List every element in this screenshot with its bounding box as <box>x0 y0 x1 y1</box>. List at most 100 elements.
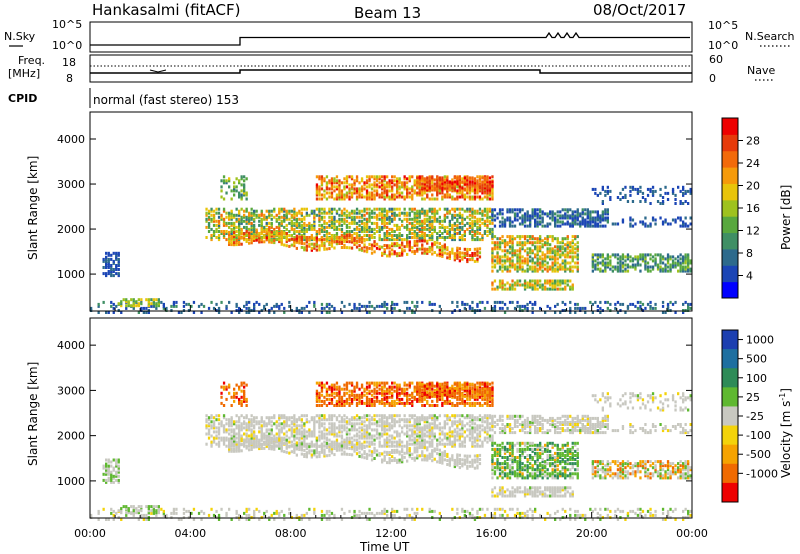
power-cell <box>478 186 482 190</box>
power-cell <box>478 219 482 223</box>
power-cell <box>614 265 617 269</box>
power-cell <box>378 185 381 189</box>
power-cell <box>601 255 604 259</box>
power-cell <box>529 237 532 241</box>
power-cell <box>666 302 670 306</box>
power-cell <box>687 261 690 265</box>
power-cell <box>478 197 482 201</box>
power-cell <box>458 178 461 182</box>
power-cell <box>107 264 110 267</box>
power-cell <box>549 281 552 285</box>
power-cell <box>375 189 379 193</box>
power-cell <box>426 209 429 213</box>
power-cell <box>295 240 298 244</box>
power-cell <box>508 269 512 273</box>
velocity-cell <box>115 462 118 466</box>
power-cell <box>606 255 609 259</box>
velocity-cell <box>303 430 306 434</box>
velocity-cell <box>210 420 213 424</box>
power-cell <box>273 311 276 314</box>
velocity-cell <box>368 426 371 430</box>
power-cell <box>235 302 238 306</box>
velocity-cell <box>491 513 494 517</box>
velocity-cell <box>102 478 105 482</box>
power-cell <box>243 219 246 223</box>
power-cell <box>418 247 421 251</box>
power-cell <box>373 189 376 193</box>
power-cell <box>426 251 429 255</box>
velocity-cell <box>245 428 248 432</box>
power-cell <box>556 237 559 241</box>
power-cell <box>599 311 602 314</box>
velocity-cell <box>228 420 231 424</box>
power-cell <box>574 302 577 306</box>
power-cell <box>383 302 386 306</box>
power-cell <box>423 213 426 217</box>
power-cell <box>340 223 344 227</box>
power-cell <box>300 311 303 314</box>
power-cell <box>476 209 479 213</box>
power-cell <box>258 234 261 238</box>
velocity-cell <box>117 478 120 482</box>
velocity-cell <box>305 511 308 515</box>
velocity-cell <box>230 518 233 521</box>
power-cell <box>682 261 685 265</box>
power-cell <box>365 246 369 250</box>
power-cell <box>350 240 354 244</box>
power-cell <box>386 254 389 258</box>
power-cell <box>383 221 386 225</box>
power-cell <box>616 300 620 304</box>
power-cell <box>348 302 351 306</box>
power-cell <box>423 178 426 182</box>
power-cell <box>426 234 429 237</box>
power-cell <box>491 235 494 239</box>
velocity-cell <box>523 511 527 515</box>
velocity-cell <box>318 436 321 440</box>
power-cell <box>599 214 602 218</box>
power-cell <box>295 219 298 223</box>
power-cell <box>516 235 519 239</box>
power-cell <box>539 239 542 243</box>
power-cell <box>325 247 329 251</box>
power-cell <box>300 227 303 231</box>
power-cell <box>235 217 238 221</box>
power-cell <box>421 186 424 190</box>
power-cell <box>546 224 549 228</box>
power-cell <box>436 178 439 182</box>
power-cell <box>486 195 489 199</box>
power-cell <box>529 265 532 269</box>
power-cell <box>273 227 276 231</box>
power-cell <box>406 187 409 191</box>
velocity-cell <box>130 505 133 509</box>
power-cell <box>258 311 261 314</box>
power-cell <box>348 240 351 244</box>
power-cell <box>398 213 401 217</box>
power-cell <box>391 230 394 233</box>
power-cell <box>253 223 256 227</box>
power-cell <box>365 185 369 189</box>
velocity-cell <box>330 426 334 430</box>
power-cell <box>303 242 306 246</box>
power-cell <box>233 185 236 189</box>
power-cell <box>363 304 366 308</box>
power-cell <box>649 306 652 310</box>
power-cell <box>493 279 497 283</box>
velocity-cell <box>325 432 329 436</box>
power-cell <box>561 253 564 257</box>
velocity-cell <box>649 511 652 515</box>
velocity-cell <box>626 513 630 517</box>
power-cell <box>323 306 326 310</box>
power-cell <box>398 179 401 183</box>
velocity-cell <box>330 428 334 432</box>
power-cell <box>253 225 256 229</box>
velocity-cell <box>303 440 306 444</box>
velocity-cell <box>373 438 376 442</box>
power-cell <box>285 217 288 221</box>
power-cell <box>684 261 687 265</box>
power-cell <box>503 267 507 271</box>
power-cell <box>551 210 554 214</box>
power-cell <box>217 223 221 227</box>
velocity-cell <box>313 432 316 436</box>
power-cell <box>318 185 321 189</box>
power-cell <box>478 255 482 259</box>
